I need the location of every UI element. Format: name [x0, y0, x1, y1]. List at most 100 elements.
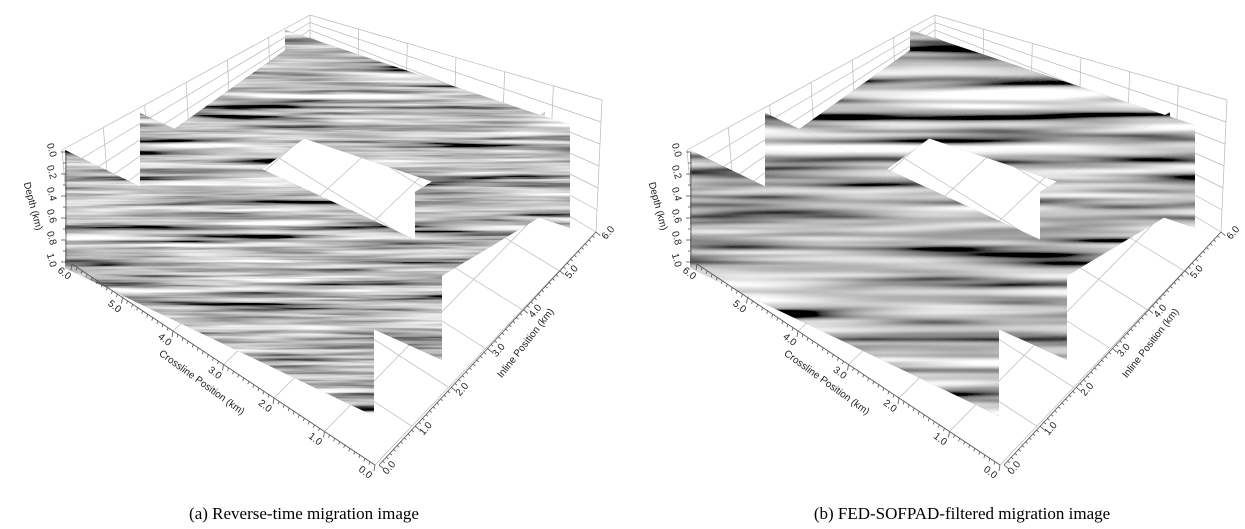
- tick-mark: [898, 398, 899, 404]
- caption: (b) FED-SOFPAD-filtered migration image: [814, 504, 1110, 523]
- tick-mark: [1145, 314, 1147, 316]
- tick-mark: [782, 321, 783, 324]
- tick-mark: [1069, 395, 1071, 397]
- caption: (a) Reverse-time migration image: [189, 504, 419, 523]
- tick-mark: [283, 405, 284, 408]
- tick-mark: [477, 360, 479, 362]
- tick-mark: [1105, 356, 1107, 358]
- tick-mark: [116, 294, 117, 297]
- tick-mark: [1160, 298, 1162, 300]
- tick-mark: [359, 455, 360, 458]
- tick-mark: [1141, 317, 1143, 319]
- tick-mark: [741, 294, 742, 297]
- depth-axis-label: Depth (km): [21, 181, 44, 232]
- tick-mark: [531, 302, 533, 304]
- tick-mark: [731, 287, 732, 290]
- tick-mark: [549, 282, 551, 284]
- tick-mark: [401, 442, 403, 444]
- tick-mark: [553, 279, 555, 281]
- tick-mark: [858, 371, 859, 374]
- inline-tick-label: 3.0: [1115, 341, 1133, 359]
- tick-mark: [1174, 282, 1176, 284]
- tick-mark: [516, 317, 518, 319]
- tick-mark: [197, 348, 198, 351]
- tick-mark: [111, 291, 112, 294]
- tick-mark: [364, 458, 365, 461]
- tick-mark: [772, 314, 773, 317]
- tick-mark: [1098, 364, 1100, 366]
- tick-mark: [959, 438, 960, 441]
- tick-mark: [989, 458, 990, 461]
- tick-mark: [1181, 275, 1183, 277]
- tick-mark: [767, 311, 768, 314]
- tick-mark: [578, 251, 580, 253]
- tick-mark: [484, 352, 486, 354]
- tick-mark: [802, 334, 803, 337]
- tick-mark: [787, 324, 788, 327]
- tick-mark: [928, 418, 929, 421]
- tick-mark: [582, 248, 584, 250]
- tick-mark: [1123, 337, 1125, 339]
- tick-mark: [444, 395, 446, 397]
- tick-mark: [752, 301, 753, 304]
- tick-mark: [842, 361, 843, 364]
- tick-mark: [308, 421, 309, 424]
- tick-mark: [812, 341, 813, 344]
- tick-mark: [863, 375, 864, 378]
- tick-mark: [1022, 446, 1024, 448]
- tick-mark: [303, 418, 304, 421]
- tick-mark: [1029, 438, 1031, 440]
- tick-mark: [538, 294, 540, 296]
- crossline-tick-label: 1.0: [306, 431, 324, 448]
- tick-mark: [228, 368, 229, 371]
- tick-mark: [964, 442, 965, 445]
- tick-mark: [585, 244, 587, 246]
- inline-tick-label: 5.0: [1188, 263, 1206, 281]
- tick-mark: [954, 435, 955, 438]
- tick-mark: [1073, 391, 1075, 393]
- tick-mark: [1127, 333, 1129, 335]
- crossline-tick-label: 2.0: [256, 398, 274, 415]
- tick-mark: [1116, 345, 1118, 347]
- crossline-axis-label: Crossline Position (km): [157, 348, 247, 417]
- tick-mark: [152, 318, 153, 321]
- tick-mark: [868, 378, 869, 381]
- tick-mark: [520, 314, 522, 316]
- tick-mark: [1037, 430, 1039, 432]
- tick-mark: [339, 442, 340, 445]
- depth-tick-label: 0.4: [669, 186, 683, 203]
- tick-mark: [369, 462, 370, 465]
- tick-mark: [1065, 399, 1067, 401]
- tick-mark: [1084, 380, 1086, 382]
- tick-mark: [473, 364, 475, 366]
- tick-mark: [1138, 321, 1140, 323]
- tick-mark: [1011, 457, 1013, 459]
- tick-mark: [999, 465, 1000, 471]
- tick-mark: [318, 428, 319, 431]
- tick-mark: [984, 455, 985, 458]
- tick-mark: [293, 411, 294, 414]
- tick-mark: [837, 358, 838, 361]
- tick-mark: [1134, 325, 1136, 327]
- tick-mark: [545, 286, 547, 288]
- tick-mark: [440, 399, 442, 401]
- tick-mark: [1051, 415, 1053, 417]
- tick-mark: [243, 378, 244, 381]
- tick-mark: [1018, 449, 1020, 451]
- tick-mark: [455, 383, 457, 385]
- tick-mark: [1062, 403, 1064, 405]
- tick-mark: [1214, 240, 1216, 242]
- tick-mark: [1163, 294, 1165, 296]
- tick-mark: [1008, 461, 1010, 463]
- tick-mark: [157, 321, 158, 324]
- tick-mark: [506, 329, 508, 331]
- tick-mark: [938, 425, 939, 428]
- tick-mark: [1109, 352, 1111, 354]
- tick-mark: [1192, 263, 1194, 265]
- tick-mark: [762, 308, 763, 311]
- depth-tick-label: 1.0: [44, 252, 58, 269]
- tick-mark: [430, 411, 432, 413]
- tick-mark: [1210, 244, 1212, 246]
- tick-mark: [913, 408, 914, 411]
- tick-mark: [589, 240, 591, 242]
